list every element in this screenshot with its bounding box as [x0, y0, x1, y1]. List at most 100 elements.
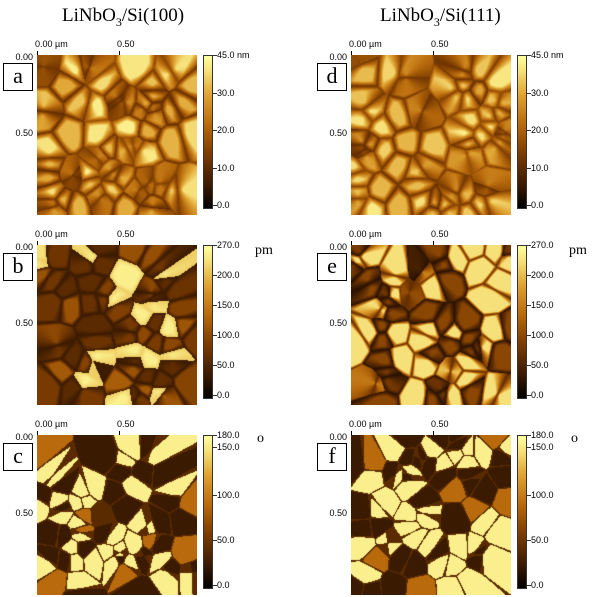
- x-tick-mark: [37, 431, 38, 435]
- colorbar-tick: [527, 205, 531, 206]
- colorbar-tick-label: 50.0: [217, 360, 235, 370]
- y-tick-label-050: 0.50: [15, 318, 33, 328]
- x-tick-label-050: 0.50: [117, 419, 135, 429]
- colorbar-tick-label: 200.0: [531, 270, 554, 280]
- colorbar-tick: [213, 275, 217, 276]
- x-tick-label-050: 0.50: [431, 419, 449, 429]
- colorbar-tick-label: 100.0: [217, 330, 240, 340]
- colorbar-tick: [213, 245, 217, 246]
- x-tick-label-0: 0.00 µm: [349, 229, 382, 239]
- colorbar-tick-label: 100.0: [531, 330, 554, 340]
- colorbar-tick-label: 0.0: [531, 580, 544, 590]
- panel-label-b: b: [3, 253, 33, 281]
- x-tick-label-050: 0.50: [431, 229, 449, 239]
- colorbar-tick-label: 10.0: [531, 162, 549, 173]
- y-tick-label-050: 0.50: [329, 508, 347, 518]
- colorbar-unit: o: [571, 431, 578, 446]
- colorbar-tick: [527, 275, 531, 276]
- colorbar-tick-label: 0.0: [531, 390, 544, 400]
- phase-image-f: [351, 435, 511, 595]
- colorbar-tick: [527, 305, 531, 306]
- colorbar-tick-label: 150.0: [217, 300, 240, 310]
- colorbar-tick-label: 10.0: [217, 162, 235, 173]
- colorbar-tick: [213, 365, 217, 366]
- x-tick-mark: [119, 241, 120, 245]
- x-tick-mark: [433, 431, 434, 435]
- panel-label-a: a: [3, 63, 33, 91]
- x-tick-label-0: 0.00 µm: [35, 39, 68, 49]
- y-tick-label-0: 0.00: [15, 52, 33, 62]
- colorbar-tick-label: 150.0: [531, 300, 554, 310]
- colorbar-tick-label: 50.0: [531, 360, 549, 370]
- y-tick-label-0: 0.00: [329, 242, 347, 252]
- colorbar-tick: [213, 55, 217, 56]
- colorbar-tick: [527, 335, 531, 336]
- x-tick-mark: [37, 51, 38, 55]
- x-tick-label-0: 0.00 µm: [35, 419, 68, 429]
- panel-label-f: f: [317, 443, 347, 471]
- colorbar-tick: [213, 305, 217, 306]
- colorbar-tick: [527, 167, 531, 169]
- colorbar-unit: pm: [255, 243, 273, 258]
- colorbar-unit: pm: [569, 243, 587, 258]
- colorbar-tick-label: 150.0: [531, 442, 554, 452]
- colorbar: [517, 435, 527, 589]
- x-tick-mark: [351, 51, 352, 55]
- x-tick-label-050: 0.50: [117, 229, 135, 239]
- colorbar-tick-label: 180.0: [531, 430, 554, 440]
- colorbar-tick-label: 0.0: [217, 390, 230, 400]
- colorbar-tick: [213, 167, 217, 169]
- column-title-si111: LiNbO3/Si(111): [380, 5, 501, 29]
- x-tick-mark: [351, 241, 352, 245]
- column-title-si100: LiNbO3/Si(100): [62, 5, 185, 29]
- colorbar-tick: [213, 495, 217, 496]
- y-tick-label-050: 0.50: [329, 318, 347, 328]
- colorbar-tick: [527, 55, 531, 56]
- y-tick-label-050: 0.50: [15, 128, 33, 138]
- colorbar-tick: [213, 92, 217, 94]
- x-tick-mark: [433, 241, 434, 245]
- x-tick-label-0: 0.00 µm: [349, 39, 382, 49]
- colorbar-tick: [213, 130, 217, 131]
- y-tick-label-0: 0.00: [15, 432, 33, 442]
- colorbar-tick: [527, 395, 531, 396]
- colorbar-tick-label: 50.0: [531, 535, 549, 545]
- x-tick-label-0: 0.00 µm: [349, 419, 382, 429]
- y-tick-label-0: 0.00: [329, 432, 347, 442]
- amplitude-image-b: [37, 245, 197, 405]
- colorbar-tick-label: 0.0: [217, 580, 230, 590]
- colorbar-tick-label: 20.0: [217, 125, 235, 135]
- colorbar-tick-label: 30.0: [531, 87, 549, 98]
- colorbar-tick: [213, 447, 217, 448]
- colorbar-tick: [213, 395, 217, 396]
- colorbar-tick: [213, 435, 217, 436]
- phase-image-c: [37, 435, 197, 595]
- amplitude-image-e: [351, 245, 511, 405]
- panel-label-c: c: [3, 443, 33, 471]
- colorbar-tick-label: 50.0: [217, 535, 235, 545]
- colorbar: [517, 55, 527, 209]
- colorbar-tick: [213, 335, 217, 336]
- colorbar-tick-label: 0.0: [531, 200, 544, 210]
- colorbar-tick-label: 180.0: [217, 430, 240, 440]
- colorbar-tick-label: 100.0: [531, 490, 554, 500]
- colorbar-tick-label: 20.0: [531, 125, 549, 135]
- x-tick-mark: [119, 431, 120, 435]
- colorbar-tick-label: 0.0: [217, 200, 230, 210]
- x-tick-label-050: 0.50: [431, 39, 449, 49]
- colorbar: [517, 245, 527, 399]
- x-tick-mark: [37, 241, 38, 245]
- panel-label-e: e: [317, 253, 347, 281]
- x-tick-mark: [351, 431, 352, 435]
- colorbar-tick: [213, 540, 217, 541]
- y-tick-label-0: 0.00: [329, 52, 347, 62]
- colorbar-tick-label: 150.0: [217, 442, 240, 452]
- panel-label-d: d: [317, 63, 347, 91]
- colorbar-tick: [527, 447, 531, 448]
- x-tick-mark: [119, 51, 120, 55]
- colorbar-tick: [527, 92, 531, 94]
- colorbar-tick: [527, 435, 531, 436]
- colorbar-tick-label: 45.0 nm: [531, 50, 564, 60]
- colorbar: [203, 435, 213, 589]
- topography-image-d: [351, 55, 511, 215]
